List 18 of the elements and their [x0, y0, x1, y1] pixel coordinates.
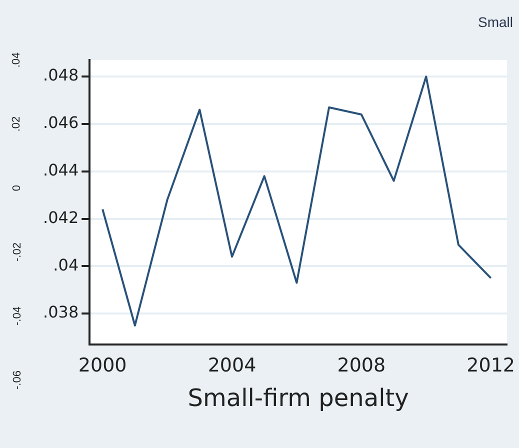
text: -.06	[11, 370, 23, 390]
y-tick-label: .042	[43, 208, 79, 227]
text: 0	[11, 184, 23, 192]
text: Small	[478, 14, 513, 30]
x-tick-label: 2000	[78, 354, 127, 377]
x-tick-label: 2008	[337, 354, 386, 377]
x-tick-label: 2012	[466, 354, 515, 377]
text: .04	[10, 52, 23, 68]
x-tick-label: 2004	[208, 354, 256, 377]
y-tick-label: .038	[43, 302, 79, 322]
y-tick-label: .048	[43, 66, 79, 85]
y-tick-label: .04	[53, 255, 79, 274]
text: -.04	[11, 306, 23, 326]
text: -.02	[11, 242, 23, 262]
y-tick-label: .046	[43, 113, 79, 132]
x-axis-title: Small-firm penalty	[188, 384, 409, 412]
y-tick-label: .044	[43, 160, 79, 180]
text: .02	[10, 116, 23, 132]
